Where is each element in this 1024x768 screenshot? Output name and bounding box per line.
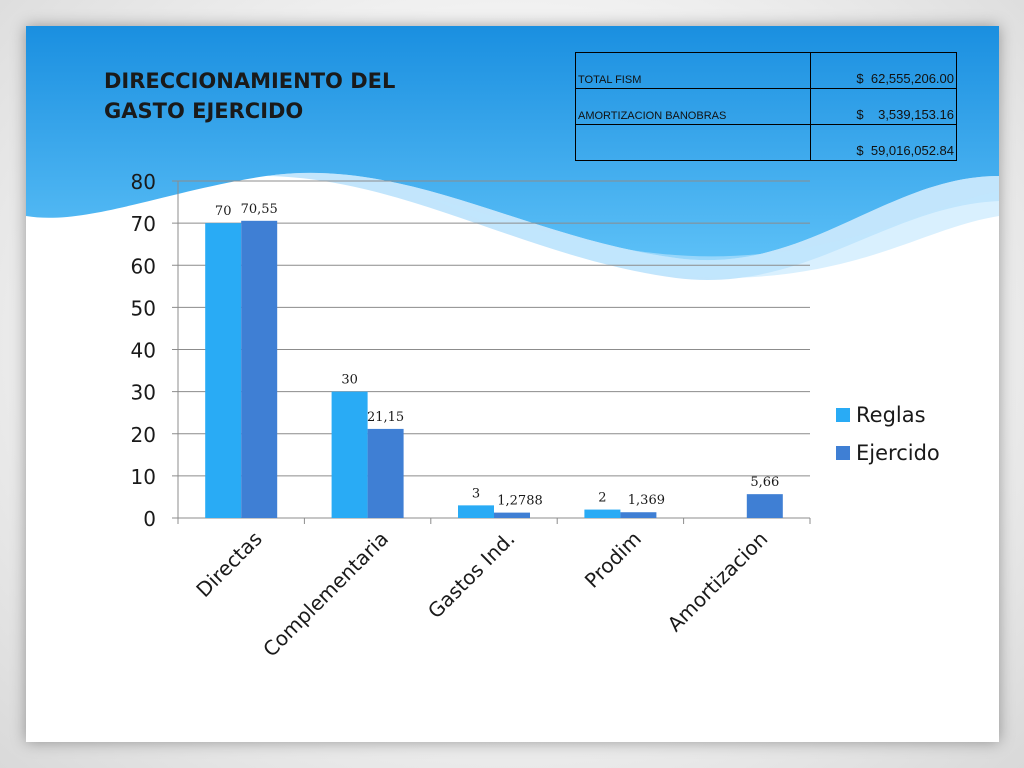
legend-swatch-reglas <box>836 408 850 422</box>
legend-item-reglas: Reglas <box>836 396 940 434</box>
bar-ejercido <box>620 512 657 518</box>
table-row: TOTAL FISM $ 62,555,206.00 <box>575 52 957 89</box>
y-tick-label: 20 <box>131 423 156 447</box>
bar-reglas <box>458 505 494 518</box>
table-cell-label: TOTAL FISM <box>575 52 811 89</box>
y-tick-label: 0 <box>143 507 156 531</box>
x-tick-label: Directas <box>191 527 266 602</box>
table-cell-amount: $ 62,555,206.00 <box>810 52 957 89</box>
table-cell-label <box>575 124 811 161</box>
table-cell-label: AMORTIZACION BANOBRAS <box>575 88 811 125</box>
slide-title: DIRECCIONAMIENTO DEL GASTO EJERCIDO <box>104 66 395 126</box>
data-label: 1,369 <box>628 493 665 508</box>
legend-swatch-ejercido <box>836 446 850 460</box>
data-label: 1,2788 <box>497 494 543 509</box>
bar-ejercido <box>367 428 404 518</box>
bar-ejercido <box>494 512 530 518</box>
bar-reglas <box>584 509 621 518</box>
bar-ejercido <box>746 494 783 518</box>
y-tick-label: 10 <box>131 465 156 489</box>
bar-reglas <box>205 223 242 518</box>
table-row: $ 59,016,052.84 <box>575 124 957 161</box>
y-tick-label: 40 <box>131 339 156 363</box>
legend-label-reglas: Reglas <box>856 403 926 427</box>
chart-legend: Reglas Ejercido <box>836 396 940 472</box>
slide-title-line-1: DIRECCIONAMIENTO DEL <box>104 69 396 93</box>
y-tick-label: 80 <box>131 170 156 194</box>
y-tick-label: 30 <box>131 381 156 405</box>
slide-title-line-2: GASTO EJERCIDO <box>104 99 304 123</box>
bar-reglas <box>331 391 368 518</box>
data-label: 2 <box>598 491 606 506</box>
data-label: 70 <box>215 204 232 219</box>
table-row: AMORTIZACION BANOBRAS $ 3,539,153.16 <box>575 88 957 125</box>
slide: DIRECCIONAMIENTO DEL GASTO EJERCIDO TOTA… <box>26 26 999 742</box>
legend-item-ejercido: Ejercido <box>836 434 940 472</box>
data-label: 30 <box>341 373 358 388</box>
y-tick-label: 70 <box>131 212 156 236</box>
data-label: 5,66 <box>750 475 779 490</box>
y-tick-label: 50 <box>131 296 156 320</box>
bar-ejercido <box>241 220 278 519</box>
legend-label-ejercido: Ejercido <box>856 441 940 465</box>
x-tick-label: Prodim <box>580 527 646 593</box>
bar-chart: 0 10 20 30 40 50 60 70 80 70 70,55 Directas 30 21,15 C… <box>131 170 811 662</box>
data-label: 3 <box>472 486 480 501</box>
x-tick-label: Complementaria <box>258 527 393 662</box>
data-label: 70,55 <box>241 202 278 217</box>
x-tick-label: Amortizacion <box>663 527 773 637</box>
x-tick-label: Gastos Ind. <box>423 527 520 624</box>
table-cell-amount: $ 3,539,153.16 <box>810 88 957 125</box>
fism-summary-table: TOTAL FISM $ 62,555,206.00 AMORTIZACION … <box>575 52 957 161</box>
table-cell-amount: $ 59,016,052.84 <box>810 124 957 161</box>
y-tick-label: 60 <box>131 254 156 278</box>
data-label: 21,15 <box>367 410 404 425</box>
